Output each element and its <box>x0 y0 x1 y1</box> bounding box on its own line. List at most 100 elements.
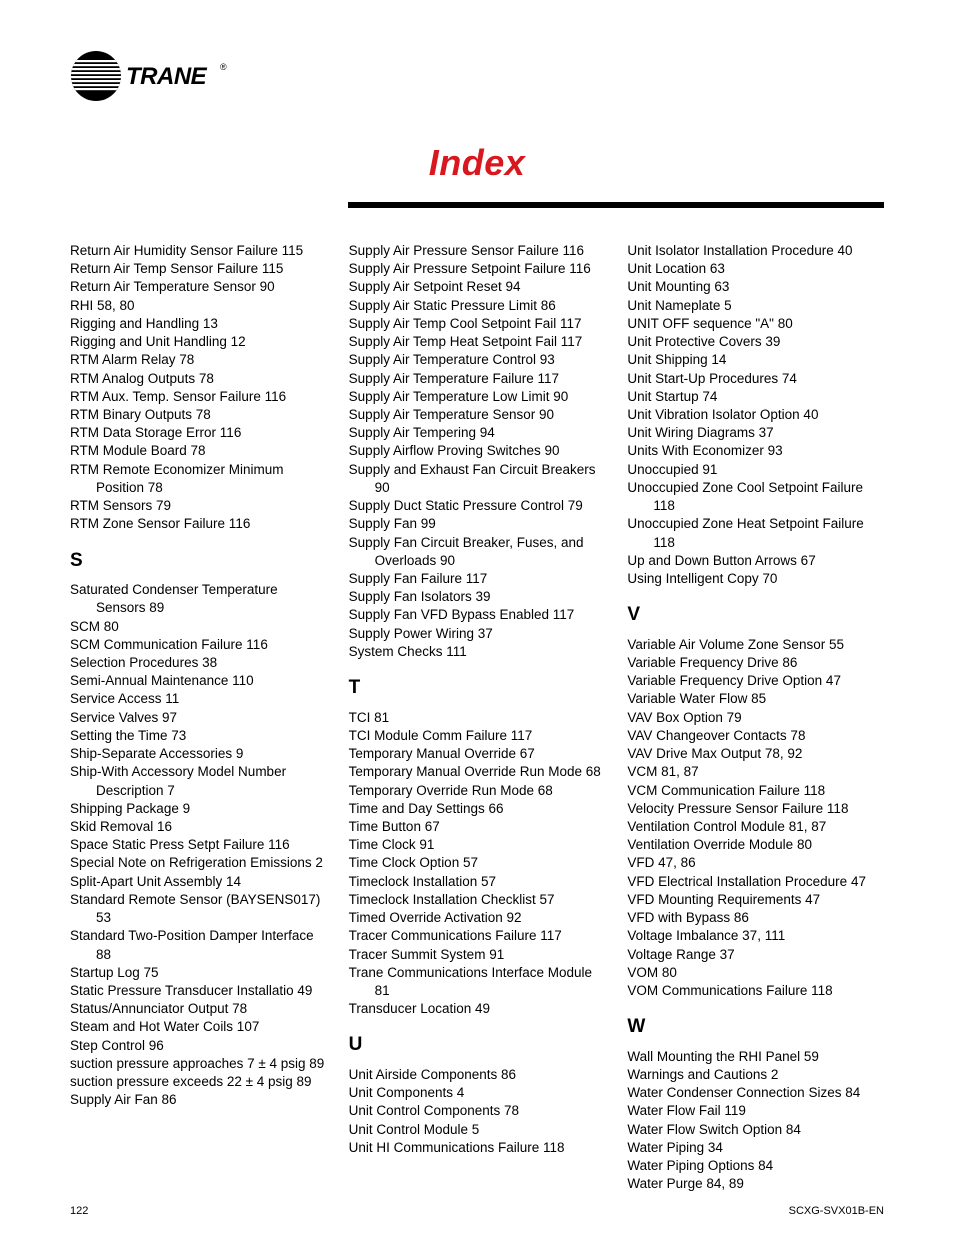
index-entry: Unit Shipping 14 <box>627 351 884 369</box>
index-entry: Time and Day Settings 66 <box>349 800 606 818</box>
index-entry: RTM Aux. Temp. Sensor Failure 116 <box>70 388 327 406</box>
index-entry: SCM 80 <box>70 618 327 636</box>
index-entry: Unoccupied Zone Heat Setpoint Failure 11… <box>627 515 884 551</box>
index-entry: Return Air Humidity Sensor Failure 115 <box>70 242 327 260</box>
index-entry: Space Static Press Setpt Failure 116 <box>70 836 327 854</box>
index-entry: Service Access 11 <box>70 690 327 708</box>
index-entry: Time Clock 91 <box>349 836 606 854</box>
index-entry: Supply Air Pressure Sensor Failure 116 <box>349 242 606 260</box>
index-entry: Selection Procedures 38 <box>70 654 327 672</box>
index-entry: Supply Air Temp Heat Setpoint Fail 117 <box>349 333 606 351</box>
index-entry: Steam and Hot Water Coils 107 <box>70 1018 327 1036</box>
index-entry: Rigging and Unit Handling 12 <box>70 333 327 351</box>
index-entry: Startup Log 75 <box>70 964 327 982</box>
index-entry: Supply and Exhaust Fan Circuit Breakers … <box>349 461 606 497</box>
index-entry: Semi-Annual Maintenance 110 <box>70 672 327 690</box>
index-entry: Trane Communications Interface Module 81 <box>349 964 606 1000</box>
index-entry: RTM Analog Outputs 78 <box>70 370 327 388</box>
index-entry: Supply Air Fan 86 <box>70 1091 327 1109</box>
index-entry: VFD Electrical Installation Procedure 47 <box>627 873 884 891</box>
index-entry: Step Control 96 <box>70 1037 327 1055</box>
index-entry: Standard Remote Sensor (BAYSENS017) 53 <box>70 891 327 927</box>
index-entry: Unit Mounting 63 <box>627 278 884 296</box>
index-entry: Unit Control Components 78 <box>349 1102 606 1120</box>
index-entry: TCI 81 <box>349 709 606 727</box>
index-entry: Supply Air Temp Cool Setpoint Fail 117 <box>349 315 606 333</box>
index-entry: VFD 47, 86 <box>627 854 884 872</box>
index-entry: Temporary Manual Override 67 <box>349 745 606 763</box>
index-entry: Supply Fan 99 <box>349 515 606 533</box>
index-entry: TCI Module Comm Failure 117 <box>349 727 606 745</box>
index-entry: RTM Data Storage Error 116 <box>70 424 327 442</box>
index-entry: Shipping Package 9 <box>70 800 327 818</box>
index-entry: Supply Air Tempering 94 <box>349 424 606 442</box>
index-entry: Velocity Pressure Sensor Failure 118 <box>627 800 884 818</box>
index-entry: SCM Communication Failure 116 <box>70 636 327 654</box>
section-letter: U <box>349 1032 606 1058</box>
index-entry: VOM 80 <box>627 964 884 982</box>
index-entry: Ship-Separate Accessories 9 <box>70 745 327 763</box>
divider <box>348 202 884 208</box>
index-entry: VAV Drive Max Output 78, 92 <box>627 745 884 763</box>
index-entry: Supply Air Setpoint Reset 94 <box>349 278 606 296</box>
index-entry: Supply Duct Static Pressure Control 79 <box>349 497 606 515</box>
index-entry: Setting the Time 73 <box>70 727 327 745</box>
section-letter: T <box>349 675 606 701</box>
index-entry: Ventilation Override Module 80 <box>627 836 884 854</box>
index-entry: System Checks 111 <box>349 643 606 661</box>
index-entry: Unit HI Communications Failure 118 <box>349 1139 606 1157</box>
index-entry: Tracer Communications Failure 117 <box>349 927 606 945</box>
index-entry: Return Air Temperature Sensor 90 <box>70 278 327 296</box>
index-entry: Supply Airflow Proving Switches 90 <box>349 442 606 460</box>
index-entry: Unit Isolator Installation Procedure 40 <box>627 242 884 260</box>
index-entry: Water Piping 34 <box>627 1139 884 1157</box>
index-entry: RTM Module Board 78 <box>70 442 327 460</box>
index-entry: Unit Location 63 <box>627 260 884 278</box>
index-entry: Tracer Summit System 91 <box>349 946 606 964</box>
index-entry: Timeclock Installation Checklist 57 <box>349 891 606 909</box>
index-entry: Standard Two-Position Damper Interface 8… <box>70 927 327 963</box>
index-entry: Timed Override Activation 92 <box>349 909 606 927</box>
index-entry: Water Purge 84, 89 <box>627 1175 884 1193</box>
index-entry: Service Valves 97 <box>70 709 327 727</box>
index-entry: Supply Air Temperature Failure 117 <box>349 370 606 388</box>
index-entry: suction pressure exceeds 22 ± 4 psig 89 <box>70 1073 327 1091</box>
index-entry: Ventilation Control Module 81, 87 <box>627 818 884 836</box>
index-entry: VCM Communication Failure 118 <box>627 782 884 800</box>
doc-id: SCXG-SVX01B-EN <box>789 1205 884 1217</box>
index-entry: Supply Air Temperature Low Limit 90 <box>349 388 606 406</box>
index-entry: RTM Alarm Relay 78 <box>70 351 327 369</box>
index-entry: Variable Frequency Drive Option 47 <box>627 672 884 690</box>
index-entry: Unit Protective Covers 39 <box>627 333 884 351</box>
index-entry: Skid Removal 16 <box>70 818 327 836</box>
index-entry: Supply Air Temperature Sensor 90 <box>349 406 606 424</box>
index-entry: UNIT OFF sequence "A" 80 <box>627 315 884 333</box>
brand-text: TRANE <box>126 63 208 90</box>
column: Return Air Humidity Sensor Failure 115Re… <box>70 242 327 1194</box>
index-entry: Voltage Range 37 <box>627 946 884 964</box>
index-entry: Return Air Temp Sensor Failure 115 <box>70 260 327 278</box>
index-columns: Return Air Humidity Sensor Failure 115Re… <box>70 242 884 1194</box>
index-entry: Up and Down Button Arrows 67 <box>627 552 884 570</box>
index-entry: Temporary Manual Override Run Mode 68 <box>349 763 606 781</box>
index-entry: Split-Apart Unit Assembly 14 <box>70 873 327 891</box>
index-entry: Supply Air Temperature Control 93 <box>349 351 606 369</box>
index-entry: Water Flow Switch Option 84 <box>627 1121 884 1139</box>
index-entry: suction pressure approaches 7 ± 4 psig 8… <box>70 1055 327 1073</box>
index-entry: Variable Water Flow 85 <box>627 690 884 708</box>
index-entry: Unit Components 4 <box>349 1084 606 1102</box>
index-entry: Using Intelligent Copy 70 <box>627 570 884 588</box>
svg-text:®: ® <box>220 62 227 72</box>
index-entry: VAV Box Option 79 <box>627 709 884 727</box>
index-entry: Transducer Location 49 <box>349 1000 606 1018</box>
index-entry: VOM Communications Failure 118 <box>627 982 884 1000</box>
index-entry: Static Pressure Transducer Installatio 4… <box>70 982 327 1000</box>
index-entry: Time Clock Option 57 <box>349 854 606 872</box>
index-entry: Saturated Condenser Temperature Sensors … <box>70 581 327 617</box>
index-entry: Wall Mounting the RHI Panel 59 <box>627 1048 884 1066</box>
index-entry: Unit Start-Up Procedures 74 <box>627 370 884 388</box>
index-entry: Unit Airside Components 86 <box>349 1066 606 1084</box>
index-entry: RTM Binary Outputs 78 <box>70 406 327 424</box>
index-entry: Supply Fan VFD Bypass Enabled 117 <box>349 606 606 624</box>
index-entry: VCM 81, 87 <box>627 763 884 781</box>
